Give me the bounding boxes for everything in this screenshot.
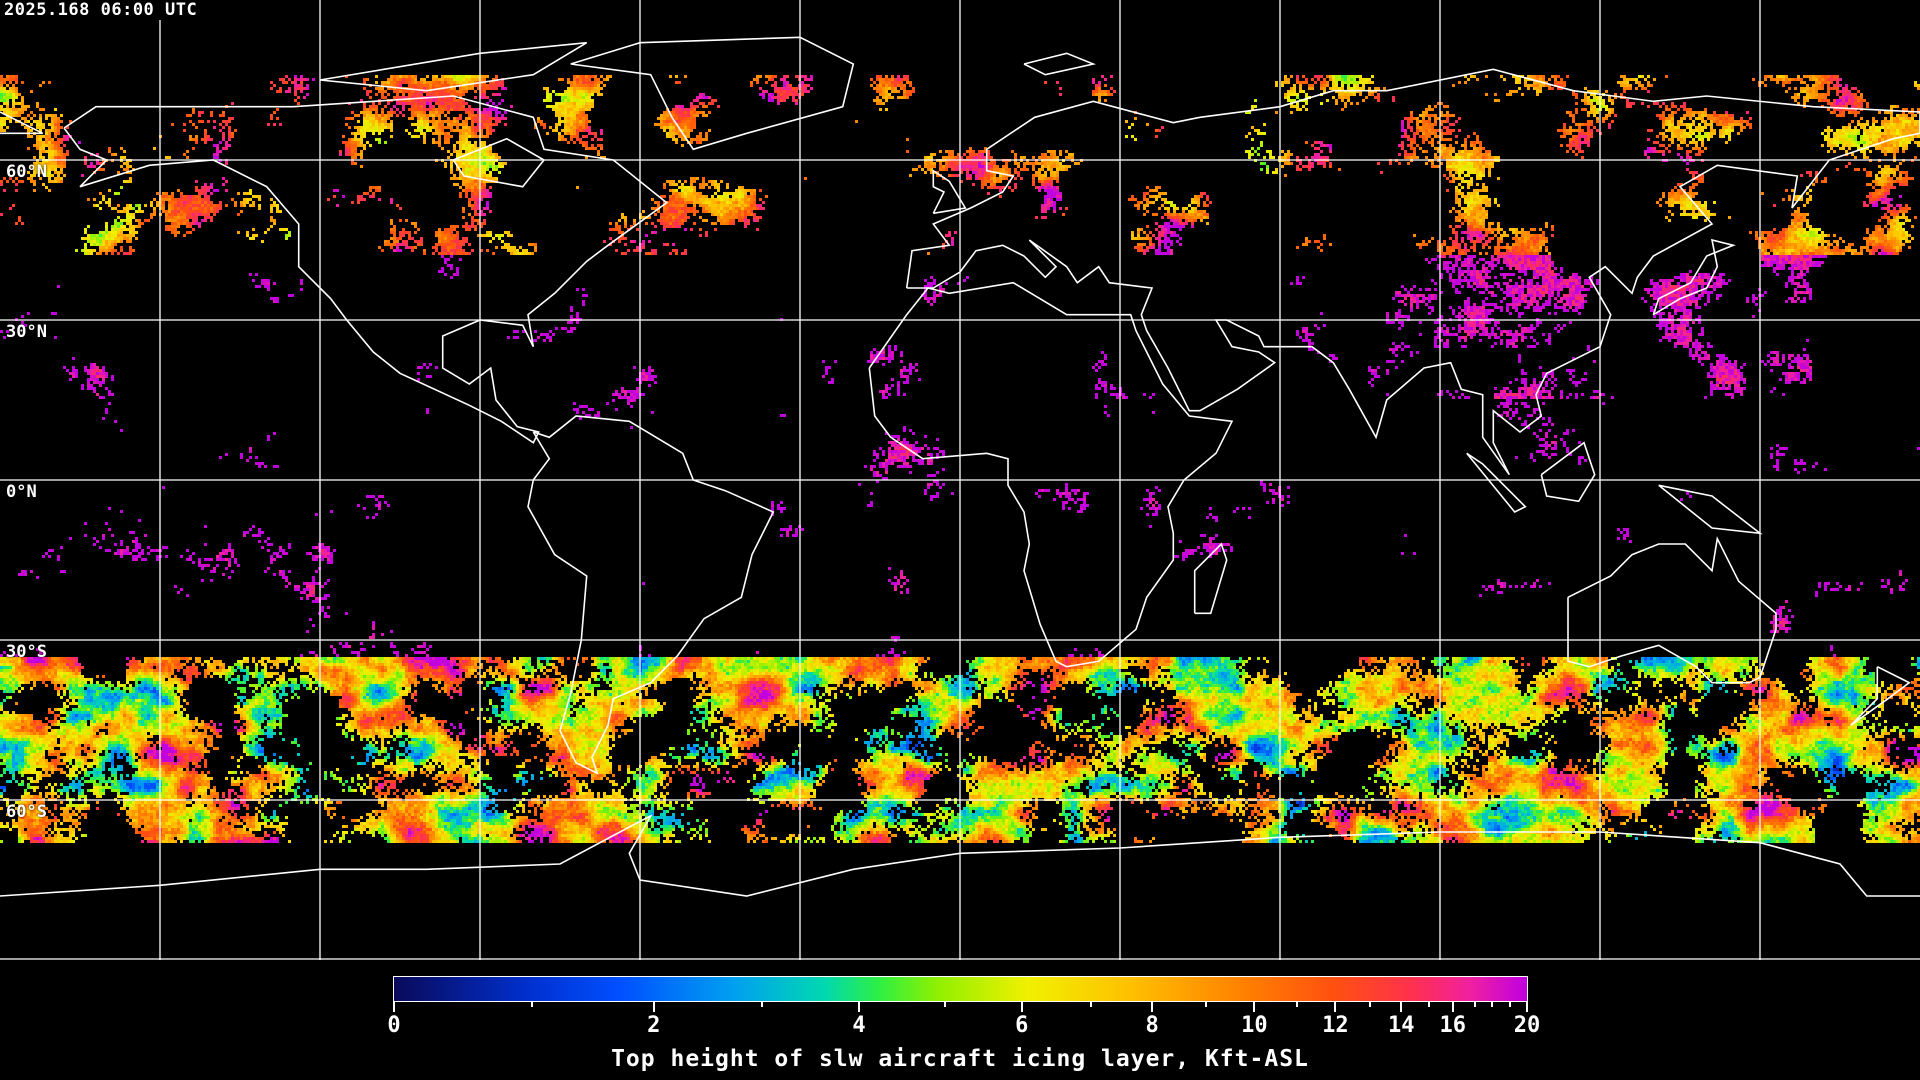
coastline-antarctica: [0, 814, 1920, 897]
coastline-greenland: [570, 36, 855, 151]
minor-tick: [1204, 1002, 1207, 1007]
coastline-hudson-bay: [452, 137, 546, 188]
coastline-australia: [1567, 536, 1777, 684]
minor-tick: [1089, 1002, 1092, 1007]
tick-label: 12: [1322, 1013, 1349, 1038]
minor-tick: [943, 1002, 946, 1007]
coastline-borneo: [1540, 441, 1596, 503]
major-tick: [857, 1002, 860, 1012]
minor-tick: [761, 1002, 764, 1007]
minor-tick: [530, 1002, 533, 1007]
map-overlay: [0, 0, 1920, 960]
coastline-africa: [868, 281, 1234, 668]
lat-lon-grid: [0, 0, 1920, 960]
major-tick: [652, 1002, 655, 1012]
coastline-madagascar: [1193, 542, 1228, 615]
coastline-sumatra: [1466, 452, 1527, 514]
major-tick: [393, 1002, 395, 1012]
major-tick: [1020, 1002, 1023, 1012]
coastlines: [0, 36, 1920, 897]
major-tick: [1451, 1002, 1454, 1012]
tick-label: 10: [1241, 1013, 1268, 1038]
minor-tick: [1369, 1002, 1372, 1007]
major-tick: [1334, 1002, 1337, 1012]
lat-label-0n: 0°N: [6, 482, 37, 502]
coastline-arctic-islands: [319, 41, 588, 92]
tick-label: 20: [1513, 1013, 1541, 1038]
timestamp: 2025.168 06:00 UTC: [2, 0, 200, 20]
coastline-new-guinea: [1658, 484, 1763, 535]
coastline-north-america: [63, 95, 669, 444]
coastline-svalbard: [1023, 52, 1096, 76]
tick-label: 4: [852, 1013, 866, 1038]
coastline-south-america: [527, 415, 775, 775]
major-tick: [1400, 1002, 1403, 1012]
minor-tick: [1427, 1002, 1430, 1007]
minor-tick: [1491, 1002, 1494, 1007]
lat-label-30n: 30°N: [6, 322, 47, 342]
tick-label: 2: [647, 1013, 661, 1038]
coastline-new-zealand: [1850, 665, 1911, 726]
major-tick: [1253, 1002, 1256, 1012]
colorbar-title: Top height of slw aircraft icing layer, …: [611, 1046, 1309, 1072]
minor-tick: [1473, 1002, 1476, 1007]
minor-tick: [1295, 1002, 1298, 1007]
tick-label: 0: [387, 1013, 401, 1038]
coastline-great-britain: [932, 169, 967, 215]
tick-label: 8: [1145, 1013, 1159, 1038]
major-tick: [1526, 1002, 1528, 1012]
major-tick: [1151, 1002, 1154, 1012]
tick-label: 16: [1439, 1013, 1467, 1038]
minor-tick: [1508, 1002, 1511, 1007]
tick-label: 14: [1387, 1013, 1415, 1038]
lat-label-60n: 60°N: [6, 162, 47, 182]
tick-label: 6: [1015, 1013, 1029, 1038]
lat-label-30s: 30°S: [6, 642, 47, 662]
coastline-chukotka: [0, 111, 44, 135]
icing-map: [0, 0, 1920, 960]
coastline-eurasia: [905, 68, 1920, 476]
colorbar: [393, 976, 1528, 1002]
coastline-japan: [1652, 238, 1736, 316]
lat-label-60s: 60°S: [6, 802, 47, 822]
